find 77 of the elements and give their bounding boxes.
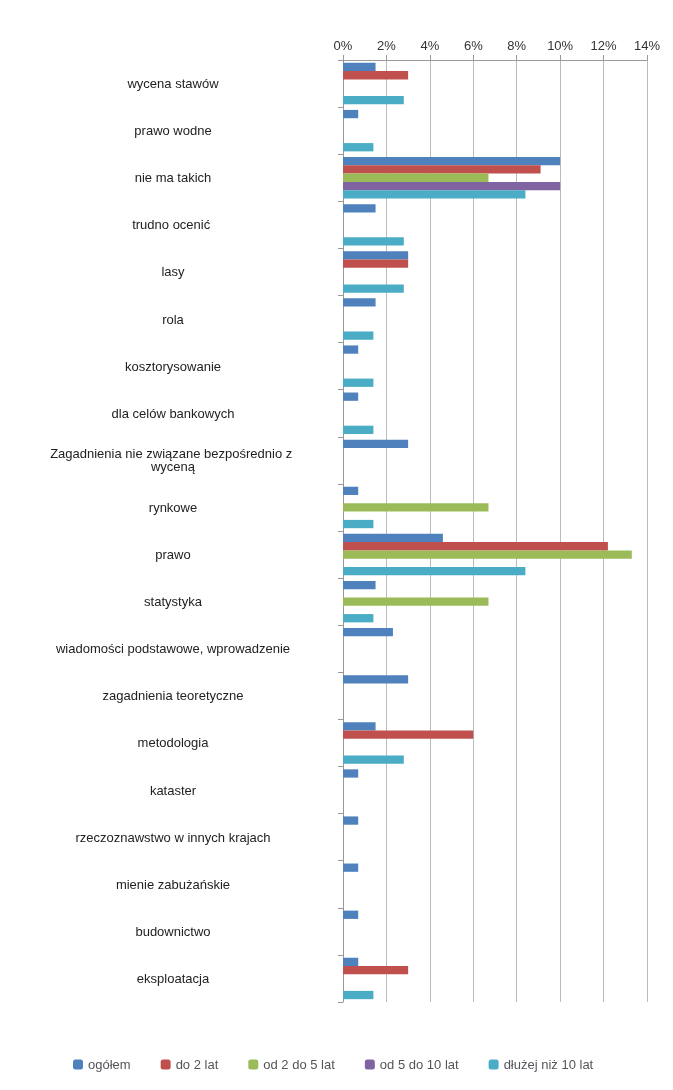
bar [343, 62, 376, 72]
bar [343, 542, 608, 551]
y-tick-label: dla celów bankowych [111, 405, 235, 421]
y-tick-label: rzeczoznawstwo w innych krajach [75, 829, 271, 845]
legend-label: ogółem [88, 1057, 131, 1072]
y-tick-label: budownictwo [135, 923, 211, 939]
bar [343, 181, 561, 191]
bar [343, 722, 376, 731]
bar [343, 157, 561, 166]
y-tick-label: lasy [161, 264, 186, 280]
x-tick-label: 12% [590, 38, 618, 53]
y-tick-label: kataster [149, 782, 197, 798]
bar [343, 566, 526, 576]
bar [343, 990, 374, 1000]
y-tick-label: prawo [155, 547, 191, 563]
y-tick-label: nie ma takich [134, 170, 212, 186]
bar [343, 769, 359, 778]
y-tick-label: wiadomości podstawowe, wprowadzenie [54, 641, 291, 657]
y-tick-label: wycena stawów [126, 76, 220, 92]
x-tick-label: 8% [507, 38, 527, 53]
bar [343, 863, 359, 872]
bar [343, 910, 359, 919]
bar [343, 486, 359, 496]
y-tick-label: mienie zabużańskie [115, 876, 231, 892]
y-tick-label: metodologia [137, 735, 210, 751]
bar [343, 550, 632, 559]
bar [343, 237, 404, 246]
bar [343, 425, 374, 434]
y-tick-label: statystyka [144, 594, 203, 610]
bar [343, 204, 376, 213]
bar [343, 109, 359, 119]
bar [343, 298, 376, 307]
y-tick-label: rynkowe [148, 499, 198, 515]
bar [343, 439, 409, 448]
bar [343, 816, 359, 825]
y-tick-label: prawo wodne [134, 123, 212, 139]
legend-label: od 2 do 5 lat [263, 1057, 336, 1072]
bar [343, 331, 374, 340]
bar [343, 190, 526, 199]
bar [343, 259, 409, 268]
bar [343, 165, 541, 174]
x-tick-label: 10% [547, 38, 574, 53]
bar [343, 730, 474, 739]
bar [343, 345, 359, 354]
bar [343, 95, 404, 105]
bar [343, 251, 409, 260]
y-tick-label: eksploatacja [136, 970, 210, 986]
bar [343, 755, 404, 764]
y-tick-label: Zagadnienia nie związane bezpośrednio z wyceną [50, 446, 296, 475]
bar [343, 675, 409, 684]
x-tick-label: 2% [377, 38, 397, 53]
bar [343, 614, 374, 623]
y-tick-label: kosztorysowanie [124, 358, 222, 374]
x-tick-label: 0% [333, 38, 353, 53]
bar [343, 966, 409, 975]
bar [343, 71, 409, 80]
bar [343, 173, 489, 182]
y-tick-label: zagadnienia teoretyczne [102, 688, 244, 704]
legend-label: od 5 do 10 lat [379, 1057, 460, 1072]
y-tick-label: trudno ocenić [132, 217, 214, 233]
bar [343, 378, 374, 387]
bar [343, 533, 443, 543]
legend-label: do 2 lat [175, 1057, 219, 1072]
bar [343, 597, 489, 606]
bar [343, 519, 374, 529]
bar [343, 957, 359, 967]
bar [343, 143, 374, 152]
x-tick-label: 4% [420, 38, 440, 53]
x-tick-label: 14% [633, 38, 661, 53]
bar [343, 628, 393, 637]
y-tick-label: rola [162, 311, 185, 327]
bar [343, 392, 359, 401]
x-tick-label: 6% [463, 38, 484, 53]
bar [343, 580, 376, 590]
bar [343, 503, 489, 512]
bar [343, 284, 404, 293]
legend-label: dłużej niż 10 lat [503, 1057, 594, 1072]
